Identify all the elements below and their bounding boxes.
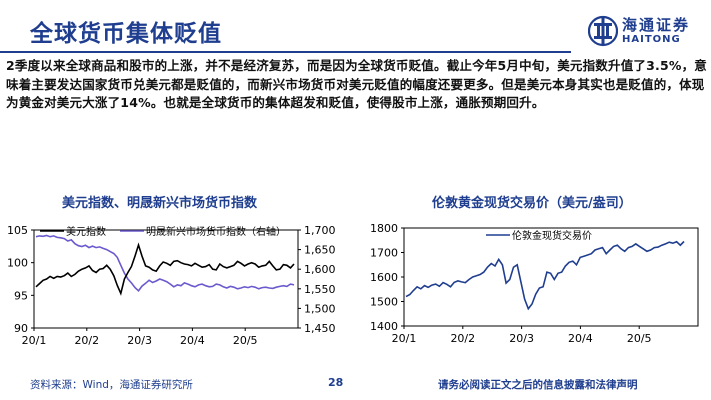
x-tick-label: 20/5 [233, 334, 258, 347]
logo-english-name: HAITONG [622, 34, 681, 45]
footer-disclaimer: 请务必阅读正文之后的信息披露和法律声明 [438, 379, 638, 391]
x-tick-label: 20/2 [450, 332, 475, 345]
series-line-gold [405, 240, 685, 311]
y-right-tick-label: 1,450 [304, 322, 336, 335]
page-number: 28 [328, 376, 344, 389]
plot-frame [33, 229, 299, 329]
y-right-tick-label: 1,650 [304, 244, 336, 257]
x-tick-label: 20/4 [568, 332, 593, 345]
footer-source: 资料来源：Wind，海通证券研究所 [30, 379, 193, 391]
y-tick-label: 1600 [370, 271, 398, 284]
page-title: 全球货币集体贬值 [30, 21, 222, 47]
chart-usd-em-currency: 105 100 95 90 1,700 1,650 1,600 1,550 1,500 1,450… [7, 224, 336, 347]
chart-title-gold: 伦敦黄金现货交易价（美元/盎司） [432, 196, 632, 211]
legend-label-em: 明晟新兴市场货币指数（右轴） [146, 225, 286, 238]
haitong-emblem-icon [588, 15, 618, 47]
x-tick-label: 20/3 [509, 332, 534, 345]
chart-title-usd-em: 美元指数、明晟新兴市场货币指数 [62, 196, 258, 211]
y-tick-label: 1500 [370, 296, 398, 309]
y-left-tick-label: 95 [14, 289, 28, 302]
series-line-usd-index [35, 242, 295, 296]
x-tick-label: 20/5 [627, 332, 652, 345]
x-tick-label: 20/1 [22, 334, 47, 347]
x-tick-label: 20/4 [180, 334, 205, 347]
y-left-tick-label: 100 [7, 257, 28, 270]
plot-frame [403, 227, 699, 327]
y-left-tick-label: 90 [14, 322, 28, 335]
y-right-tick-label: 1,600 [304, 263, 336, 276]
x-tick-label: 20/2 [74, 334, 99, 347]
x-tick-label: 20/3 [127, 334, 152, 347]
legend-label-gold: 伦敦金现货交易价 [512, 229, 592, 242]
y-tick-label: 1800 [370, 222, 398, 235]
y-left-tick-label: 105 [7, 224, 28, 237]
y-right-tick-label: 1,500 [304, 302, 336, 315]
legend-label-usd: 美元指数 [66, 225, 106, 238]
series-line-em-currency [35, 234, 295, 292]
x-tick-label: 20/1 [392, 332, 417, 345]
header-divider [0, 51, 571, 53]
y-right-tick-label: 1,550 [304, 283, 336, 296]
y-tick-label: 1400 [370, 320, 398, 333]
y-tick-label: 1700 [370, 247, 398, 260]
y-right-tick-label: 1,700 [304, 224, 336, 237]
logo-chinese-name: 海通证券 [622, 16, 691, 34]
company-logo: 海通证券 HAITONG [588, 12, 708, 52]
body-paragraph: 2季度以来全球商品和股市的上涨，并不是经济复苏，而是因为全球货币贬值。截止今年5… [6, 58, 707, 110]
